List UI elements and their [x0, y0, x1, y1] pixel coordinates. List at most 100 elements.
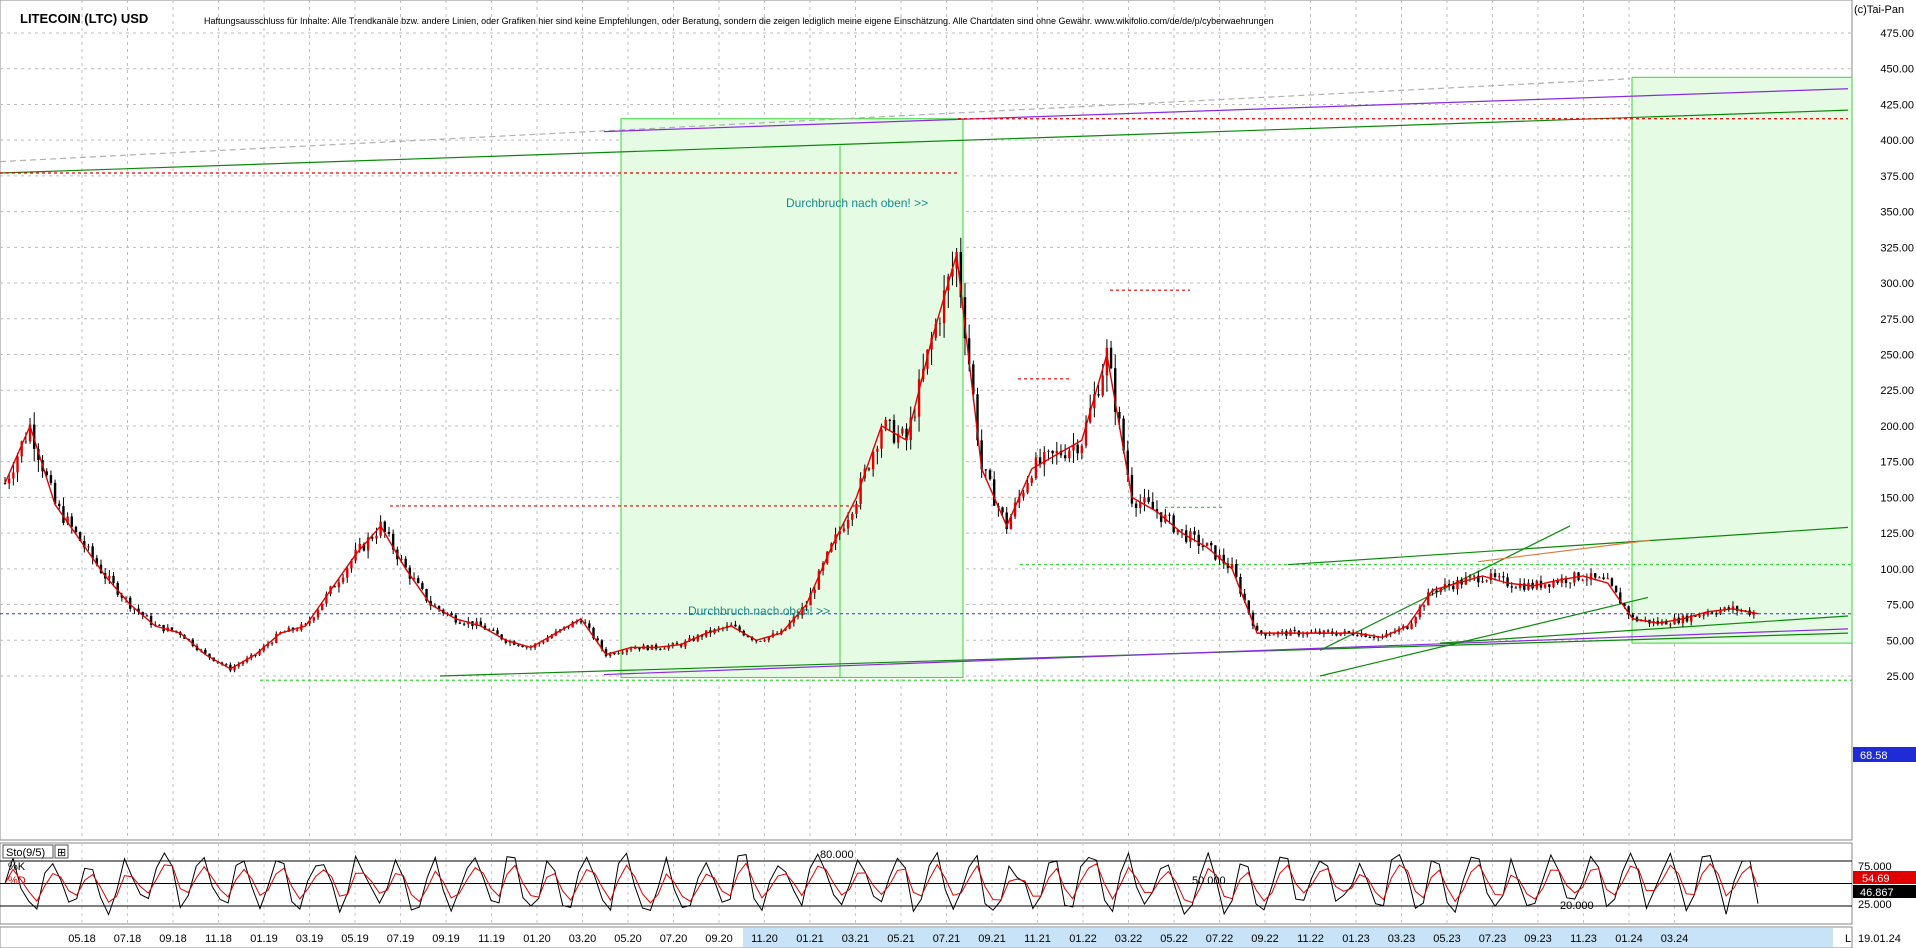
plus-icon[interactable]: ⊞	[57, 847, 66, 859]
price-candle	[1193, 531, 1196, 535]
price-candle	[1118, 411, 1121, 419]
price-candle	[49, 475, 53, 483]
price-candle	[462, 623, 466, 625]
price-candle	[1564, 578, 1568, 583]
price-candle	[262, 646, 265, 651]
price-candle	[1673, 617, 1676, 625]
price-candle	[108, 575, 111, 579]
price-candle	[1556, 581, 1559, 583]
price-candle	[1360, 633, 1363, 637]
price-candle	[208, 653, 211, 658]
price-candle	[1201, 545, 1205, 547]
stoch-k-line	[4, 851, 1759, 916]
price-candle	[659, 648, 662, 650]
price-candle	[1005, 512, 1008, 530]
price-candle	[1143, 497, 1146, 503]
stoch-level-50: 50.000	[1192, 875, 1226, 887]
price-candle	[684, 641, 687, 647]
y-tick-label: 450.00	[1880, 64, 1914, 76]
price-candle	[425, 588, 428, 601]
price-candle	[133, 608, 136, 610]
price-candle	[604, 649, 608, 657]
price-candle	[1001, 507, 1004, 513]
last-price-badge	[1853, 747, 1916, 762]
price-candle	[1034, 457, 1038, 479]
price-candle	[287, 627, 291, 632]
price-candle	[78, 532, 82, 541]
price-candle	[550, 635, 553, 639]
price-candle	[1189, 531, 1192, 542]
price-candle	[596, 638, 599, 641]
price-candle	[1130, 474, 1134, 504]
x-tick-label: 03.20	[569, 933, 597, 945]
price-candle	[417, 578, 420, 584]
long-trend-green	[0, 109, 1849, 174]
x-tick-label: 05.23	[1433, 933, 1461, 945]
x-tick-label: 03.24	[1661, 933, 1689, 945]
price-candle	[1168, 514, 1171, 516]
price-candle	[1314, 631, 1317, 633]
price-candle	[634, 647, 637, 649]
price-candle	[967, 338, 971, 365]
x-tick-label: 03.23	[1388, 933, 1416, 945]
axis-corner-label: L	[1845, 933, 1851, 945]
expand-indicator-button[interactable]	[54, 844, 69, 859]
price-candle	[1139, 502, 1142, 508]
price-candle	[70, 516, 73, 527]
y-tick-label: 175.00	[1880, 457, 1914, 469]
price-candle	[588, 623, 591, 628]
y-tick-label: 25.00	[1886, 671, 1914, 683]
x-tick-label: 09.22	[1251, 933, 1279, 945]
price-candle	[1018, 496, 1021, 503]
price-candle	[700, 635, 704, 637]
price-candle	[295, 630, 299, 632]
stochastic-label[interactable]: Sto(9/5)	[6, 847, 45, 859]
price-candle	[1468, 576, 1472, 578]
price-candle	[1410, 623, 1413, 629]
price-candle	[938, 323, 942, 325]
price-candle	[1172, 515, 1175, 533]
price-candle	[784, 628, 787, 631]
price-candle	[1406, 626, 1409, 629]
price-candle	[851, 513, 854, 520]
price-candle	[387, 531, 391, 534]
price-candle	[375, 535, 378, 539]
price-candle	[1268, 634, 1271, 636]
price-candle	[1197, 534, 1200, 546]
price-candle	[600, 640, 604, 650]
price-candle	[1543, 584, 1547, 588]
price-candle	[579, 621, 583, 623]
price-candle	[1264, 633, 1267, 636]
price-candle	[1690, 615, 1693, 622]
x-tick-label: 11.20	[751, 933, 778, 945]
price-candle	[1552, 581, 1555, 587]
price-candle	[1301, 634, 1305, 636]
price-candle	[1606, 578, 1609, 580]
price-candle	[880, 429, 883, 449]
price-candle	[1694, 615, 1697, 617]
price-candle	[437, 605, 441, 610]
price-candle	[1364, 633, 1367, 637]
price-candle	[391, 533, 395, 550]
price-candle	[1097, 394, 1100, 396]
price-candle	[679, 644, 683, 647]
x-tick-label: 09.23	[1524, 933, 1552, 945]
price-candle	[1009, 516, 1013, 530]
date-end-label: 19.01.24	[1858, 933, 1901, 945]
price-candle	[275, 633, 278, 643]
price-candle	[1255, 625, 1259, 631]
price-candle	[1351, 632, 1355, 636]
price-candle	[1723, 607, 1726, 611]
x-tick-label: 11.19	[478, 933, 505, 945]
x-tick-label: 03.19	[296, 933, 324, 945]
price-candle	[1481, 581, 1484, 583]
price-candle	[1548, 584, 1551, 587]
price-candle	[500, 634, 503, 640]
price-candle	[1527, 582, 1530, 590]
y-tick-label: 150.00	[1880, 492, 1914, 504]
x-tick-label: 11.22	[1297, 933, 1324, 945]
price-candle	[450, 613, 453, 616]
breakout-boxes	[620, 76, 1853, 678]
price-candle	[800, 607, 804, 616]
price-candle	[1702, 614, 1705, 616]
